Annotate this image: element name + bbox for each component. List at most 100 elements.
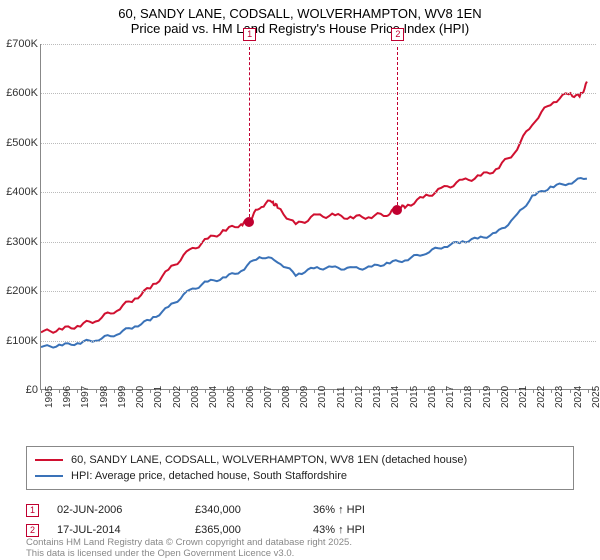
y-tick-label: £400K [2, 186, 38, 198]
chart-area: 1995 1996 1997 1998 1999 2000 2001 2002 2003 2004… [2, 44, 598, 414]
x-tick-label: 1998 [99, 386, 110, 408]
sale-date-1: 02-JUN-2006 [57, 504, 177, 516]
x-tick-mark [442, 389, 443, 393]
x-tick-label: 2005 [226, 386, 237, 408]
sales-table: 1 02-JUN-2006 £340,000 36% ↑ HPI 2 17-JU… [26, 500, 574, 540]
gridline [41, 93, 596, 94]
x-tick-label: 2023 [554, 386, 565, 408]
x-tick-label: 2011 [336, 386, 347, 408]
gridline [41, 44, 596, 45]
x-tick-mark [96, 389, 97, 393]
sale-point [392, 205, 402, 215]
legend-swatch-hpi [35, 475, 63, 477]
sale-price-2: £365,000 [195, 524, 295, 536]
series-line-hpi [41, 178, 587, 348]
legend-label-hpi: HPI: Average price, detached house, Sout… [71, 470, 347, 482]
x-tick-mark [515, 389, 516, 393]
x-tick-label: 1999 [117, 386, 128, 408]
x-tick-mark [278, 389, 279, 393]
x-tick-mark [205, 389, 206, 393]
legend: 60, SANDY LANE, CODSALL, WOLVERHAMPTON, … [26, 446, 574, 490]
x-tick-mark [260, 389, 261, 393]
title-line-2: Price paid vs. HM Land Registry's House … [0, 21, 600, 36]
x-tick-mark [497, 389, 498, 393]
x-tick-label: 2004 [208, 386, 219, 408]
sale-marker-box: 1 [243, 28, 256, 41]
x-tick-mark [551, 389, 552, 393]
y-tick-label: £100K [2, 335, 38, 347]
x-tick-mark [570, 389, 571, 393]
x-tick-mark [41, 389, 42, 393]
x-tick-label: 1995 [44, 386, 55, 408]
x-tick-mark [333, 389, 334, 393]
sale-point [244, 217, 254, 227]
gridline [41, 143, 596, 144]
credits-line-2: This data is licensed under the Open Gov… [26, 549, 352, 560]
x-tick-label: 1996 [62, 386, 73, 408]
x-tick-label: 2022 [536, 386, 547, 408]
x-tick-label: 2017 [445, 386, 456, 408]
x-tick-mark [406, 389, 407, 393]
x-tick-mark [369, 389, 370, 393]
plot-region: 1995199619971998199920002001200220032004… [40, 44, 596, 390]
legend-row-hpi: HPI: Average price, detached house, Sout… [35, 468, 565, 484]
legend-swatch-price-paid [35, 459, 63, 461]
sale-marker-1: 1 [26, 504, 39, 517]
x-tick-label: 2006 [245, 386, 256, 408]
series-line-price_paid [41, 82, 587, 333]
x-tick-label: 2021 [518, 386, 529, 408]
x-tick-label: 2018 [463, 386, 474, 408]
title-line-1: 60, SANDY LANE, CODSALL, WOLVERHAMPTON, … [0, 6, 600, 21]
credits: Contains HM Land Registry data © Crown c… [26, 538, 352, 560]
x-tick-label: 2024 [573, 386, 584, 408]
x-tick-mark [533, 389, 534, 393]
x-tick-mark [187, 389, 188, 393]
x-tick-mark [169, 389, 170, 393]
x-tick-label: 2001 [153, 386, 164, 408]
x-tick-mark [351, 389, 352, 393]
x-tick-mark [59, 389, 60, 393]
x-tick-label: 2015 [409, 386, 420, 408]
x-tick-label: 2007 [263, 386, 274, 408]
x-tick-label: 2002 [172, 386, 183, 408]
x-tick-mark [424, 389, 425, 393]
x-tick-label: 2000 [135, 386, 146, 408]
x-tick-label: 2020 [500, 386, 511, 408]
x-tick-mark [114, 389, 115, 393]
x-tick-label: 1997 [80, 386, 91, 408]
y-tick-label: £500K [2, 137, 38, 149]
y-tick-label: £200K [2, 285, 38, 297]
x-tick-label: 2019 [482, 386, 493, 408]
x-tick-mark [479, 389, 480, 393]
x-tick-mark [77, 389, 78, 393]
x-tick-mark [387, 389, 388, 393]
x-tick-label: 2013 [372, 386, 383, 408]
x-tick-label: 2025 [591, 386, 600, 408]
gridline [41, 341, 596, 342]
x-tick-mark [296, 389, 297, 393]
gridline [41, 291, 596, 292]
x-tick-label: 2008 [281, 386, 292, 408]
sale-price-1: £340,000 [195, 504, 295, 516]
x-tick-mark [132, 389, 133, 393]
sale-marker-line [249, 47, 250, 222]
sale-marker-2: 2 [26, 524, 39, 537]
x-tick-label: 2016 [427, 386, 438, 408]
x-tick-label: 2003 [190, 386, 201, 408]
x-tick-mark [588, 389, 589, 393]
legend-row-price-paid: 60, SANDY LANE, CODSALL, WOLVERHAMPTON, … [35, 452, 565, 468]
x-tick-label: 2014 [390, 386, 401, 408]
x-tick-label: 2012 [354, 386, 365, 408]
y-tick-label: £0 [2, 384, 38, 396]
y-tick-label: £600K [2, 87, 38, 99]
x-tick-mark [150, 389, 151, 393]
x-tick-mark [460, 389, 461, 393]
x-tick-label: 2009 [299, 386, 310, 408]
y-tick-label: £300K [2, 236, 38, 248]
gridline [41, 192, 596, 193]
sale-date-2: 17-JUL-2014 [57, 524, 177, 536]
legend-label-price-paid: 60, SANDY LANE, CODSALL, WOLVERHAMPTON, … [71, 454, 467, 466]
sale-marker-box: 2 [391, 28, 404, 41]
y-tick-label: £700K [2, 38, 38, 50]
sale-marker-line [397, 47, 398, 210]
